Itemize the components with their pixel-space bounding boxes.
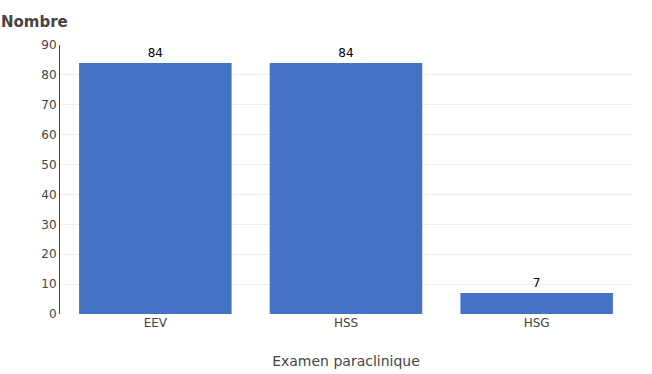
svg-text:20: 20 [41,247,56,261]
svg-text:EEV: EEV [144,316,168,330]
svg-text:84: 84 [148,46,163,60]
svg-text:7: 7 [533,276,541,290]
svg-text:HSG: HSG [524,316,550,330]
svg-text:50: 50 [41,158,56,172]
svg-text:60: 60 [41,128,56,142]
svg-text:80: 80 [41,68,56,82]
svg-text:40: 40 [41,188,56,202]
svg-text:Nombre: Nombre [1,13,68,31]
svg-text:0: 0 [49,307,57,321]
svg-text:30: 30 [41,218,56,232]
svg-text:90: 90 [41,38,56,52]
svg-text:70: 70 [41,98,56,112]
svg-text:Examen paraclinique: Examen paraclinique [272,353,420,369]
svg-text:HSS: HSS [334,316,358,330]
svg-text:84: 84 [338,46,353,60]
svg-text:10: 10 [41,277,56,291]
